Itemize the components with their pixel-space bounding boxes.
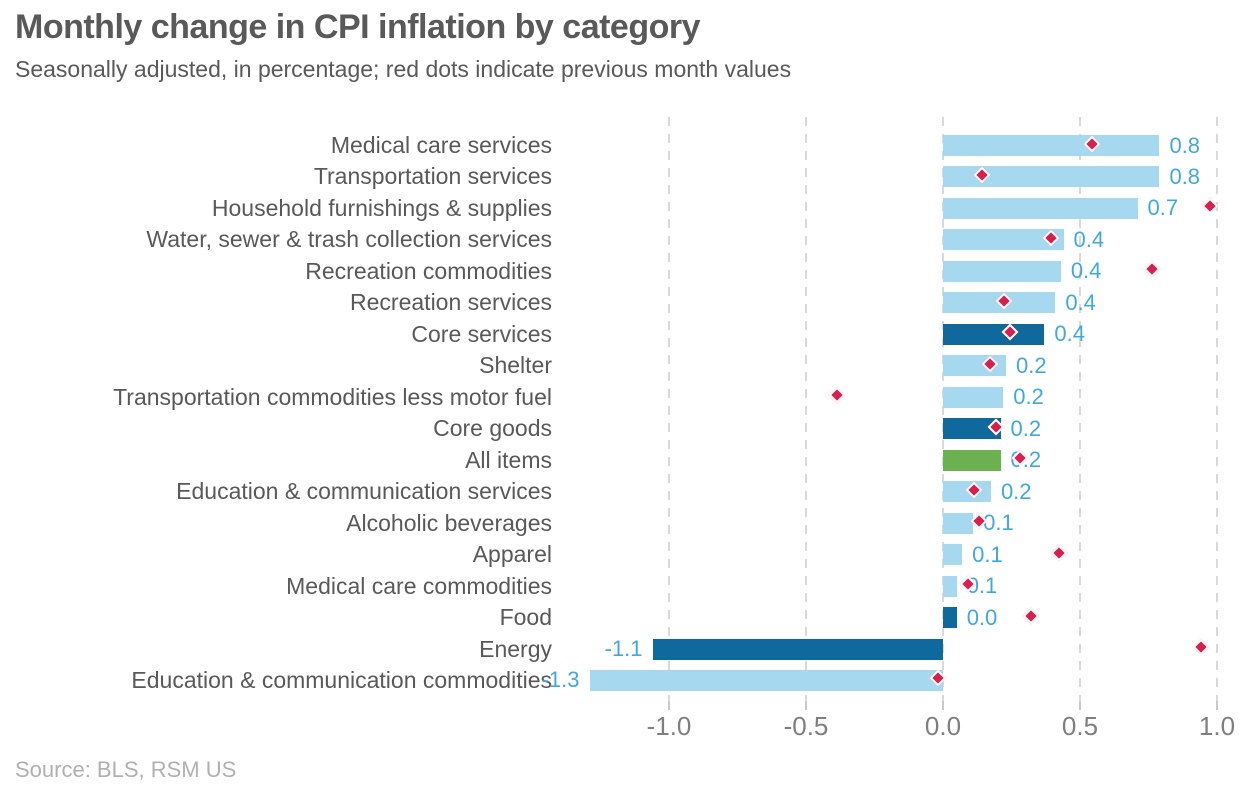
value-label: 0.2 [1013,384,1044,410]
bar [943,229,1064,251]
value-label: 0.7 [1147,195,1179,221]
value-label: 0.2 [1000,478,1032,504]
x-axis-label: -1.0 [646,711,692,741]
bar [589,669,943,691]
x-axis-label: -0.5 [783,711,829,741]
category-label: All items [465,446,552,473]
category-label: Shelter [479,352,552,379]
x-axis-label: 0.0 [924,711,962,741]
previous-month-dot [1050,544,1068,562]
gridline-x--1.0 [668,117,670,701]
bar [943,323,1045,345]
category-label: Food [499,604,552,631]
chart-subtitle: Seasonally adjusted, in percentage; red … [15,56,792,82]
category-label: Water, sewer & trash collection services [146,226,552,253]
x-axis-tick [805,701,807,710]
gridline-x-0.0 [942,117,944,701]
value-label: 0.1 [966,573,998,599]
bar [943,386,1004,408]
category-label: Transportation services [313,163,552,190]
value-label: 0.1 [983,510,1014,536]
bar [943,607,957,629]
value-label: 0.4 [1054,321,1085,347]
value-label: 0.4 [1073,226,1105,252]
bar [943,575,957,597]
category-label: Medical care commodities [286,572,552,599]
x-axis-tick [1079,701,1081,710]
value-label: 0.8 [1169,163,1201,189]
category-label: Medical care services [330,132,552,158]
x-axis-tick [1216,701,1218,710]
value-label: 0.2 [1016,352,1047,378]
category-label: Apparel [472,541,552,568]
previous-month-dot [828,386,846,404]
source-note: Source: BLS, RSM US [15,757,237,782]
category-label: Recreation services [350,289,552,316]
value-label: 0.1 [972,541,1003,567]
bar [943,135,1160,156]
bar [943,512,974,534]
category-label: Household furnishings & supplies [211,194,552,221]
value-label: 0.8 [1169,132,1201,158]
x-axis-label: 1.0 [1198,711,1236,741]
category-label: Transportation commodities less motor fu… [113,383,552,410]
previous-month-dot [1022,607,1040,625]
value-label: -1.1 [604,636,643,662]
category-label: Energy [479,635,552,662]
category-label: Education & communication services [176,478,552,505]
bar [943,260,1061,282]
category-label: Core goods [433,415,552,442]
value-label: 0.4 [1065,289,1096,315]
bar [943,197,1138,219]
value-label: 0.2 [1010,415,1042,441]
x-axis-tick [942,701,944,710]
x-axis-label: 0.5 [1061,711,1099,741]
bar [943,418,1001,440]
bar [652,638,943,660]
category-label: Alcoholic beverages [346,509,552,536]
value-label: -1.3 [541,667,580,693]
category-label: Recreation commodities [305,257,552,284]
previous-month-dot [1143,260,1161,278]
category-label: Core services [411,320,552,347]
x-axis-tick [668,701,670,710]
gridline-x--0.5 [805,117,807,701]
gridline-x-0.5 [1079,117,1081,701]
value-label: 0.4 [1070,258,1102,284]
bar [943,449,1001,471]
bar [943,544,963,566]
gridline-x-1.0 [1216,117,1218,701]
bar [943,166,1160,188]
chart-title: Monthly change in CPI inflation by categ… [15,8,701,46]
value-label: 0.0 [966,604,998,630]
previous-month-dot [1192,638,1210,656]
category-label: Education & communication commodities [131,666,552,693]
